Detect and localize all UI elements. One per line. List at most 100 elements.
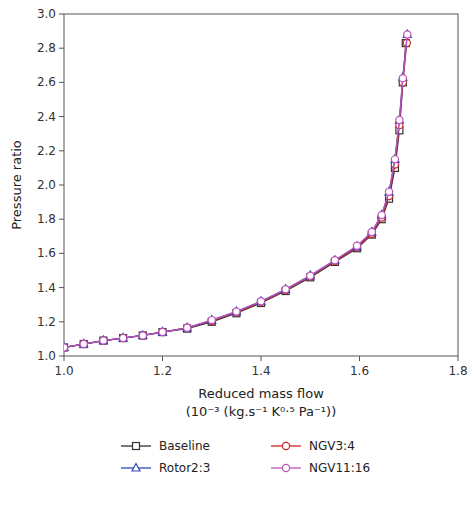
y-tick-label: 2.8 <box>37 41 56 55</box>
axes: 1.01.21.41.61.82.02.22.42.62.83.01.01.21… <box>37 7 468 378</box>
legend-item: NGV11:16 <box>271 461 370 475</box>
point <box>184 324 191 331</box>
y-tick-label: 1.2 <box>37 315 56 329</box>
series-line <box>64 35 407 348</box>
point <box>184 324 191 331</box>
y-tick <box>59 116 64 117</box>
point <box>331 256 339 263</box>
y-tick <box>59 253 64 254</box>
y-tick <box>59 356 64 357</box>
point <box>120 334 127 341</box>
legend-swatch-marker <box>282 464 289 471</box>
x-tick <box>162 356 163 361</box>
legend-label: Rotor2:3 <box>159 461 210 475</box>
series-line <box>64 43 406 347</box>
point <box>353 242 361 250</box>
x-tick-label: 1.6 <box>350 364 369 378</box>
legend: Baseline NGV3:4 Rotor2:3 NGV11:16 <box>121 439 370 475</box>
y-tick <box>59 48 64 49</box>
point <box>208 316 215 323</box>
point <box>159 329 166 336</box>
point <box>353 242 360 249</box>
point <box>208 316 216 324</box>
x-tick-label: 1.4 <box>251 364 270 378</box>
legend-item: Baseline <box>121 439 210 453</box>
point <box>403 30 411 38</box>
series <box>64 40 409 351</box>
point <box>100 337 107 344</box>
x-tick-label: 1.8 <box>448 364 467 378</box>
legend-item: NGV3:4 <box>271 439 355 453</box>
y-tick-label: 1.4 <box>37 281 56 295</box>
series <box>64 39 410 351</box>
point <box>64 344 68 351</box>
legend-swatch-marker <box>133 443 140 450</box>
point <box>396 116 403 123</box>
point <box>282 286 289 293</box>
point <box>385 188 392 195</box>
plot-frame <box>64 14 458 356</box>
y-tick <box>59 321 64 322</box>
x-tick-label: 1.0 <box>54 364 73 378</box>
point <box>80 340 88 348</box>
point <box>139 332 146 339</box>
point <box>64 344 68 351</box>
point <box>399 75 406 82</box>
y-tick-label: 2.2 <box>37 144 56 158</box>
y-tick-label: 2.6 <box>37 75 56 89</box>
x-axis-label: Reduced mass flow(10⁻³ (kg.s⁻¹ K⁰·⁵ Pa⁻¹… <box>186 386 336 419</box>
y-tick-label: 1.6 <box>37 246 56 260</box>
point <box>307 272 314 279</box>
x-tick <box>261 356 262 361</box>
point <box>378 211 385 218</box>
point <box>232 307 240 315</box>
y-tick-label: 2.4 <box>37 110 56 124</box>
x-tick <box>458 356 459 361</box>
point <box>233 308 240 315</box>
point <box>404 31 411 38</box>
y-tick <box>59 150 64 151</box>
point <box>80 340 87 347</box>
chart: 1.01.21.41.61.82.02.22.42.62.83.01.01.21… <box>0 0 474 516</box>
point <box>139 332 146 339</box>
point <box>368 228 376 236</box>
y-axis-label: Pressure ratio <box>9 140 24 230</box>
point <box>80 341 87 348</box>
y-tick-label: 1.0 <box>37 349 56 363</box>
y-tick <box>59 82 64 83</box>
point <box>100 337 107 344</box>
x-tick-label: 1.2 <box>153 364 172 378</box>
point <box>64 344 68 351</box>
point <box>119 334 127 342</box>
y-tick <box>59 14 64 15</box>
series <box>64 31 411 351</box>
legend-swatch-marker <box>132 464 140 472</box>
legend-swatch-marker <box>282 442 289 449</box>
legend-item: Rotor2:3 <box>121 461 210 475</box>
point <box>120 334 127 341</box>
y-tick <box>59 287 64 288</box>
point <box>395 116 403 124</box>
legend-label: NGV3:4 <box>309 439 355 453</box>
point <box>183 323 191 331</box>
x-axis-label-line: Reduced mass flow <box>198 386 324 401</box>
point <box>306 271 314 279</box>
point <box>139 331 147 339</box>
series-line <box>64 43 407 347</box>
point <box>120 335 127 342</box>
y-tick <box>59 219 64 220</box>
point <box>184 325 191 332</box>
x-tick <box>359 356 360 361</box>
point <box>391 155 399 163</box>
point <box>159 328 166 335</box>
point <box>282 285 290 293</box>
point <box>99 336 107 344</box>
point <box>159 328 166 335</box>
point <box>159 328 167 336</box>
point <box>378 210 386 218</box>
point <box>257 297 265 305</box>
point <box>80 340 87 347</box>
y-tick-label: 2.0 <box>37 178 56 192</box>
point <box>331 257 338 264</box>
series-line <box>64 35 407 348</box>
